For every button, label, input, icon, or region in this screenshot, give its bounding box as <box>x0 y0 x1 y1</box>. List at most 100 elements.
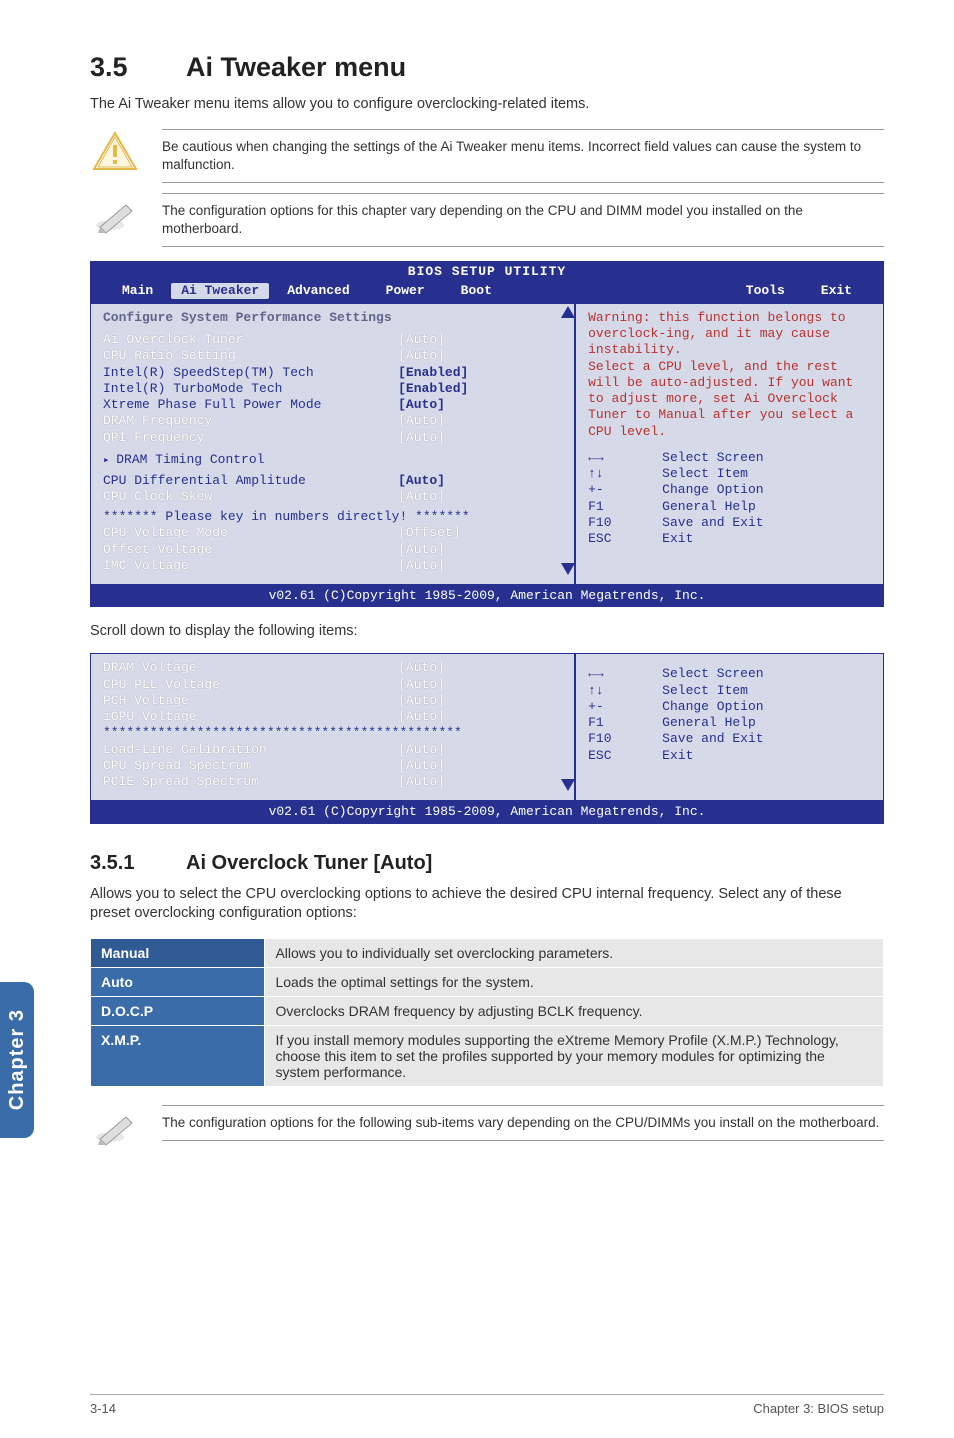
bios-nav-key: ←→ <box>588 450 662 466</box>
bios-row-key: CPU Clock Skew <box>103 489 398 505</box>
bios-nav-row: F10Save and Exit <box>588 515 873 531</box>
bios-nav-row: ←→Select Screen <box>588 666 873 682</box>
bios-row[interactable]: PCIE Spread Spectrum[Auto] <box>103 774 564 790</box>
bios-nav-row: ↑↓Select Item <box>588 683 873 699</box>
bios-row-key: DRAM Frequency <box>103 413 398 429</box>
bios-menu-aitweaker[interactable]: Ai Tweaker <box>171 283 269 299</box>
bios-panel-2: DRAM Voltage[Auto] CPU PLL Voltage[Auto]… <box>90 653 884 823</box>
bios-menu-main[interactable]: Main <box>104 283 171 299</box>
bios-nav-val: Select Screen <box>662 666 763 682</box>
bios2-body: DRAM Voltage[Auto] CPU PLL Voltage[Auto]… <box>90 653 884 801</box>
opt-key: Auto <box>91 967 265 996</box>
bios-nav-row: F10Save and Exit <box>588 731 873 747</box>
bios-row-val: [Auto] <box>398 348 445 364</box>
bios-nav-row: F1General Help <box>588 499 873 515</box>
section-intro: The Ai Tweaker menu items allow you to c… <box>90 95 884 115</box>
bios-row-val: [Enabled] <box>398 365 468 381</box>
table-row: Auto Loads the optimal settings for the … <box>91 967 884 996</box>
bios-row-val: [Auto] <box>398 430 445 446</box>
bios-row[interactable]: CPU Spread Spectrum[Auto] <box>103 758 564 774</box>
bios-rows-group-3: CPU Voltage Mode[Offset] Offset Voltage[… <box>103 525 564 574</box>
bios-row-key: QPI Frequency <box>103 430 398 446</box>
page-chapter-label: Chapter 3: BIOS setup <box>753 1401 884 1416</box>
bios-row-key: CPU Spread Spectrum <box>103 758 398 774</box>
opt-val: Allows you to individually set overclock… <box>265 938 884 967</box>
bios-row-key: Load-Line Calibration <box>103 742 398 758</box>
bios-row[interactable]: Ai Overclock Tuner[Auto] <box>103 332 564 348</box>
bios-nav-row: ESCExit <box>588 748 873 764</box>
options-table: Manual Allows you to individually set ov… <box>90 938 884 1087</box>
pencil-icon <box>90 193 140 237</box>
bios-row-key: CPU PLL Voltage <box>103 677 398 693</box>
bios-row[interactable]: CPU Differential Amplitude[Auto] <box>103 473 564 489</box>
bios-menu-advanced[interactable]: Advanced <box>269 283 367 299</box>
bios-row-val: [Auto] <box>398 677 445 693</box>
bios-row-val: [Auto] <box>398 332 445 348</box>
info-note-1: The configuration options for this chapt… <box>90 193 884 247</box>
bios-nav-val: Exit <box>662 748 693 764</box>
bios-row-val: [Auto] <box>398 758 445 774</box>
bios-nav-row: ↑↓Select Item <box>588 466 873 482</box>
bios-stars-line: ******* Please key in numbers directly! … <box>103 509 564 525</box>
bios-row-key: Offset Voltage <box>103 542 398 558</box>
caution-icon <box>90 129 140 173</box>
bios-row[interactable]: Offset Voltage[Auto] <box>103 542 564 558</box>
bios-row[interactable]: QPI Frequency[Auto] <box>103 430 564 446</box>
bios-row-val: [Auto] <box>398 473 445 489</box>
page-content: 3.5Ai Tweaker menu The Ai Tweaker menu i… <box>0 0 954 1189</box>
bios-nav-val: Change Option <box>662 482 763 498</box>
bios-row[interactable]: CPU Ratio Setting[Auto] <box>103 348 564 364</box>
bios-nav-key: F1 <box>588 499 662 515</box>
bios-row-key: DRAM Voltage <box>103 660 398 676</box>
bios-nav-val: Select Item <box>662 466 748 482</box>
bios-row[interactable]: IMC Voltage[Auto] <box>103 558 564 574</box>
bios-row-key: PCH Voltage <box>103 693 398 709</box>
bios-row-val: [Auto] <box>398 660 445 676</box>
opt-key: Manual <box>91 938 265 967</box>
bios-row[interactable]: iGPU Voltage[Auto] <box>103 709 564 725</box>
opt-key: D.O.C.P <box>91 996 265 1025</box>
bios-row[interactable]: Intel(R) TurboMode Tech[Enabled] <box>103 381 564 397</box>
bios-row[interactable]: DRAM Voltage[Auto] <box>103 660 564 676</box>
bios-menu-exit[interactable]: Exit <box>803 283 870 299</box>
bios-row-key: CPU Differential Amplitude <box>103 473 398 489</box>
bios-row-key: Ai Overclock Tuner <box>103 332 398 348</box>
bios-row[interactable]: Intel(R) SpeedStep(TM) Tech[Enabled] <box>103 365 564 381</box>
bios-row[interactable]: Load-Line Calibration[Auto] <box>103 742 564 758</box>
bios-nav-val: Select Item <box>662 683 748 699</box>
bios-row[interactable]: CPU Voltage Mode[Offset] <box>103 525 564 541</box>
bios-row-val: [Auto] <box>398 742 445 758</box>
pencil-icon <box>90 1105 140 1149</box>
bios-row-key: Intel(R) TurboMode Tech <box>103 381 398 397</box>
bios-submenu-dram-timing[interactable]: DRAM Timing Control <box>103 452 564 469</box>
bios-row[interactable]: CPU Clock Skew[Auto] <box>103 489 564 505</box>
bios2-right-pane: ←→Select Screen ↑↓Select Item +-Change O… <box>574 654 883 800</box>
bios-row-key: iGPU Voltage <box>103 709 398 725</box>
section-title-text: Ai Tweaker menu <box>186 52 406 82</box>
scroll-down-icon[interactable] <box>561 563 575 580</box>
bios-row-key: Xtreme Phase Full Power Mode <box>103 397 398 413</box>
bios-row[interactable]: Xtreme Phase Full Power Mode[Auto] <box>103 397 564 413</box>
side-chapter-label: Chapter 3 <box>6 1009 29 1110</box>
bios-row-val: [Auto] <box>398 489 445 505</box>
bios-row[interactable]: DRAM Frequency[Auto] <box>103 413 564 429</box>
section-number: 3.5 <box>90 52 186 83</box>
bios2-rows-group-1: DRAM Voltage[Auto] CPU PLL Voltage[Auto]… <box>103 660 564 725</box>
bios-row-key: PCIE Spread Spectrum <box>103 774 398 790</box>
bios-menu-power[interactable]: Power <box>368 283 443 299</box>
bios-nav-row: F1General Help <box>588 715 873 731</box>
bios-row[interactable]: PCH Voltage[Auto] <box>103 693 564 709</box>
bios-row-val: [Auto] <box>398 413 445 429</box>
bios-nav-row: +-Change Option <box>588 699 873 715</box>
bios-row[interactable]: CPU PLL Voltage[Auto] <box>103 677 564 693</box>
section-heading: 3.5Ai Tweaker menu <box>90 52 884 83</box>
bios2-nav-help: ←→Select Screen ↑↓Select Item +-Change O… <box>588 666 873 764</box>
scroll-down-icon[interactable] <box>561 779 575 796</box>
bios-menu-tools[interactable]: Tools <box>728 283 803 299</box>
scroll-up-icon[interactable] <box>561 306 575 318</box>
bios2-footer: v02.61 (C)Copyright 1985-2009, American … <box>90 801 884 823</box>
side-chapter-tab: Chapter 3 <box>0 982 34 1138</box>
bios-menu-boot[interactable]: Boot <box>443 283 510 299</box>
opt-val: Overclocks DRAM frequency by adjusting B… <box>265 996 884 1025</box>
bios-nav-val: Exit <box>662 531 693 547</box>
